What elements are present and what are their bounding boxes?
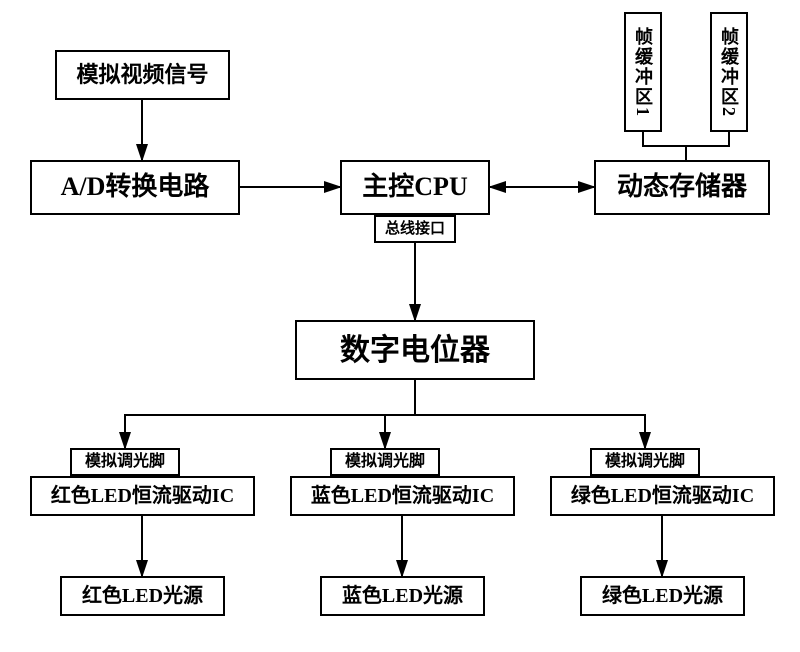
- label: 绿色LED恒流驱动IC: [571, 485, 754, 507]
- node-bus-interface: 总线接口: [374, 215, 456, 243]
- label: 帧缓冲区1: [630, 27, 656, 118]
- node-blue-led-source: 蓝色LED光源: [320, 576, 485, 616]
- label: 蓝色LED恒流驱动IC: [311, 485, 494, 507]
- label: 帧缓冲区2: [716, 27, 742, 118]
- node-analog-dimming-pin-green: 模拟调光脚: [590, 448, 700, 476]
- node-red-led-driver-ic: 红色LED恒流驱动IC: [30, 476, 255, 516]
- label: 红色LED恒流驱动IC: [51, 485, 234, 507]
- node-main-cpu: 主控CPU: [340, 160, 490, 215]
- label: 主控CPU: [362, 173, 467, 202]
- label: 绿色LED光源: [602, 585, 723, 607]
- label: 红色LED光源: [82, 585, 203, 607]
- node-dynamic-memory: 动态存储器: [594, 160, 770, 215]
- label: 动态存储器: [617, 173, 747, 202]
- label: 模拟调光脚: [345, 453, 425, 471]
- node-green-led-source: 绿色LED光源: [580, 576, 745, 616]
- node-analog-dimming-pin-blue: 模拟调光脚: [330, 448, 440, 476]
- node-analog-dimming-pin-red: 模拟调光脚: [70, 448, 180, 476]
- label: 数字电位器: [340, 334, 490, 367]
- node-red-led-source: 红色LED光源: [60, 576, 225, 616]
- node-digital-potentiometer: 数字电位器: [295, 320, 535, 380]
- label: A/D转换电路: [61, 173, 210, 202]
- node-frame-buffer-1: 帧缓冲区1: [624, 12, 662, 132]
- label: 模拟调光脚: [85, 453, 165, 471]
- node-frame-buffer-2: 帧缓冲区2: [710, 12, 748, 132]
- node-analog-video-signal: 模拟视频信号: [55, 50, 230, 100]
- label: 模拟调光脚: [605, 453, 685, 471]
- node-blue-led-driver-ic: 蓝色LED恒流驱动IC: [290, 476, 515, 516]
- label: 蓝色LED光源: [342, 585, 463, 607]
- node-ad-converter: A/D转换电路: [30, 160, 240, 215]
- label: 模拟视频信号: [76, 63, 208, 87]
- node-green-led-driver-ic: 绿色LED恒流驱动IC: [550, 476, 775, 516]
- label: 总线接口: [385, 221, 445, 238]
